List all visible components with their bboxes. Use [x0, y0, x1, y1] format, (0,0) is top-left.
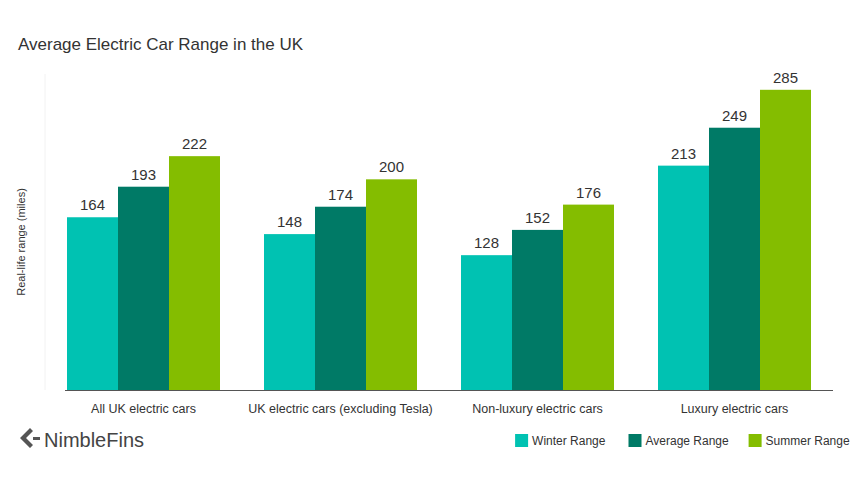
- data-labels: 164 148 128 213 193 174 152 249 222 200 176 285: [80, 69, 798, 251]
- legend-swatch: [749, 434, 762, 447]
- data-label: 152: [525, 209, 550, 226]
- legend: Winter Range Average Range Summer Range: [515, 434, 850, 448]
- data-label: 213: [671, 145, 696, 162]
- legend-swatch: [629, 434, 642, 447]
- legend-label: Average Range: [646, 434, 730, 448]
- bar: [461, 255, 512, 390]
- data-label: 285: [773, 69, 798, 86]
- data-label: 128: [474, 234, 499, 251]
- data-label: 200: [379, 158, 404, 175]
- y-axis-line: [45, 74, 46, 390]
- bar: [563, 205, 614, 390]
- data-label: 176: [576, 184, 601, 201]
- logo-icon: [33, 437, 40, 440]
- logo-icon: [20, 428, 33, 448]
- data-label: 222: [182, 135, 207, 152]
- category-label: All UK electric cars: [91, 402, 196, 416]
- bar: [709, 128, 760, 390]
- bar: [67, 217, 118, 390]
- data-label: 164: [80, 196, 105, 213]
- logo-text: NimbleFins: [44, 429, 144, 451]
- bar: [315, 207, 366, 390]
- bar: [658, 166, 709, 390]
- x-axis-line: [65, 390, 833, 391]
- category-label: Luxury electric cars: [681, 402, 789, 416]
- bar: [760, 90, 811, 390]
- legend-label: Summer Range: [766, 434, 850, 448]
- bars: [67, 90, 811, 390]
- legend-swatch: [515, 434, 528, 447]
- y-axis-label: Real-life range (miles): [15, 188, 27, 296]
- category-label: UK electric cars (excluding Tesla): [248, 402, 433, 416]
- data-label: 249: [722, 107, 747, 124]
- data-label: 174: [328, 186, 353, 203]
- bar: [512, 230, 563, 390]
- chart-svg: Average Electric Car Range in the UK Real…: [0, 0, 858, 483]
- legend-label: Winter Range: [532, 434, 606, 448]
- bar: [169, 156, 220, 390]
- data-label: 193: [131, 166, 156, 183]
- bar: [264, 234, 315, 390]
- bar: [118, 187, 169, 390]
- bar: [366, 179, 417, 390]
- data-label: 148: [277, 213, 302, 230]
- category-label: Non-luxury electric cars: [472, 402, 603, 416]
- chart-container: Average Electric Car Range in the UK Real…: [0, 0, 858, 483]
- title: Average Electric Car Range in the UK: [18, 35, 304, 54]
